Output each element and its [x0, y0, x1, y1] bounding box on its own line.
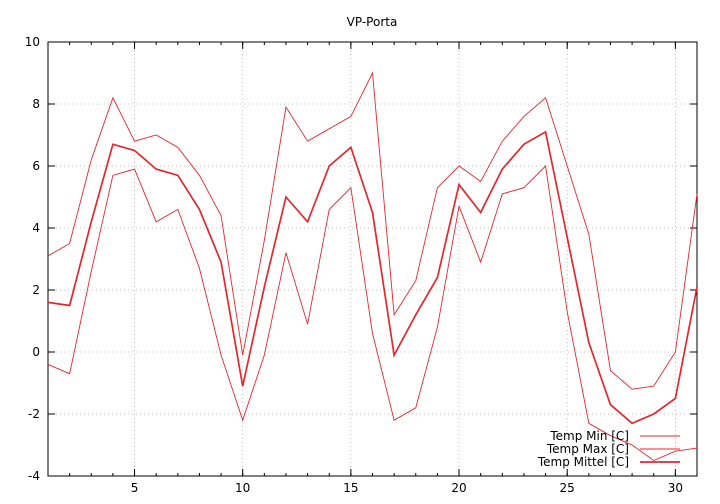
series-line-temp-max: [47, 71, 698, 390]
y-tick-label: 2: [32, 283, 40, 297]
y-tick-label: 6: [32, 159, 40, 173]
chart-title: VP-Porta: [347, 15, 398, 29]
y-tick-label: 4: [32, 221, 40, 235]
y-tick-label: 8: [32, 97, 40, 111]
x-tick-label: 10: [235, 481, 250, 495]
y-tick-label: 0: [32, 345, 40, 359]
axis-ticks: [47, 41, 698, 477]
series-line-temp-mittel: [47, 130, 698, 425]
axis-tick-labels: -4 -2 0 2 4 6 8 10 5 10 15 20 25 30: [25, 35, 683, 495]
x-tick-label: 20: [451, 481, 466, 495]
series-line-temp-min: [47, 165, 698, 462]
x-tick-label: 15: [343, 481, 358, 495]
legend-label: Temp Max [C]: [546, 442, 629, 456]
legend: Temp Min [C]Temp Max [C]Temp Mittel [C]: [537, 429, 680, 469]
x-tick-label: 30: [668, 481, 683, 495]
x-tick-label: 5: [131, 481, 139, 495]
legend-label: Temp Min [C]: [549, 429, 629, 443]
y-tick-label: 10: [25, 35, 40, 49]
y-tick-label: -4: [28, 469, 40, 483]
grid-lines: [48, 42, 697, 476]
legend-label: Temp Mittel [C]: [537, 455, 629, 469]
y-tick-label: -2: [28, 407, 40, 421]
series-lines: [47, 71, 698, 462]
x-tick-label: 25: [560, 481, 575, 495]
plot-frame: [47, 41, 698, 477]
